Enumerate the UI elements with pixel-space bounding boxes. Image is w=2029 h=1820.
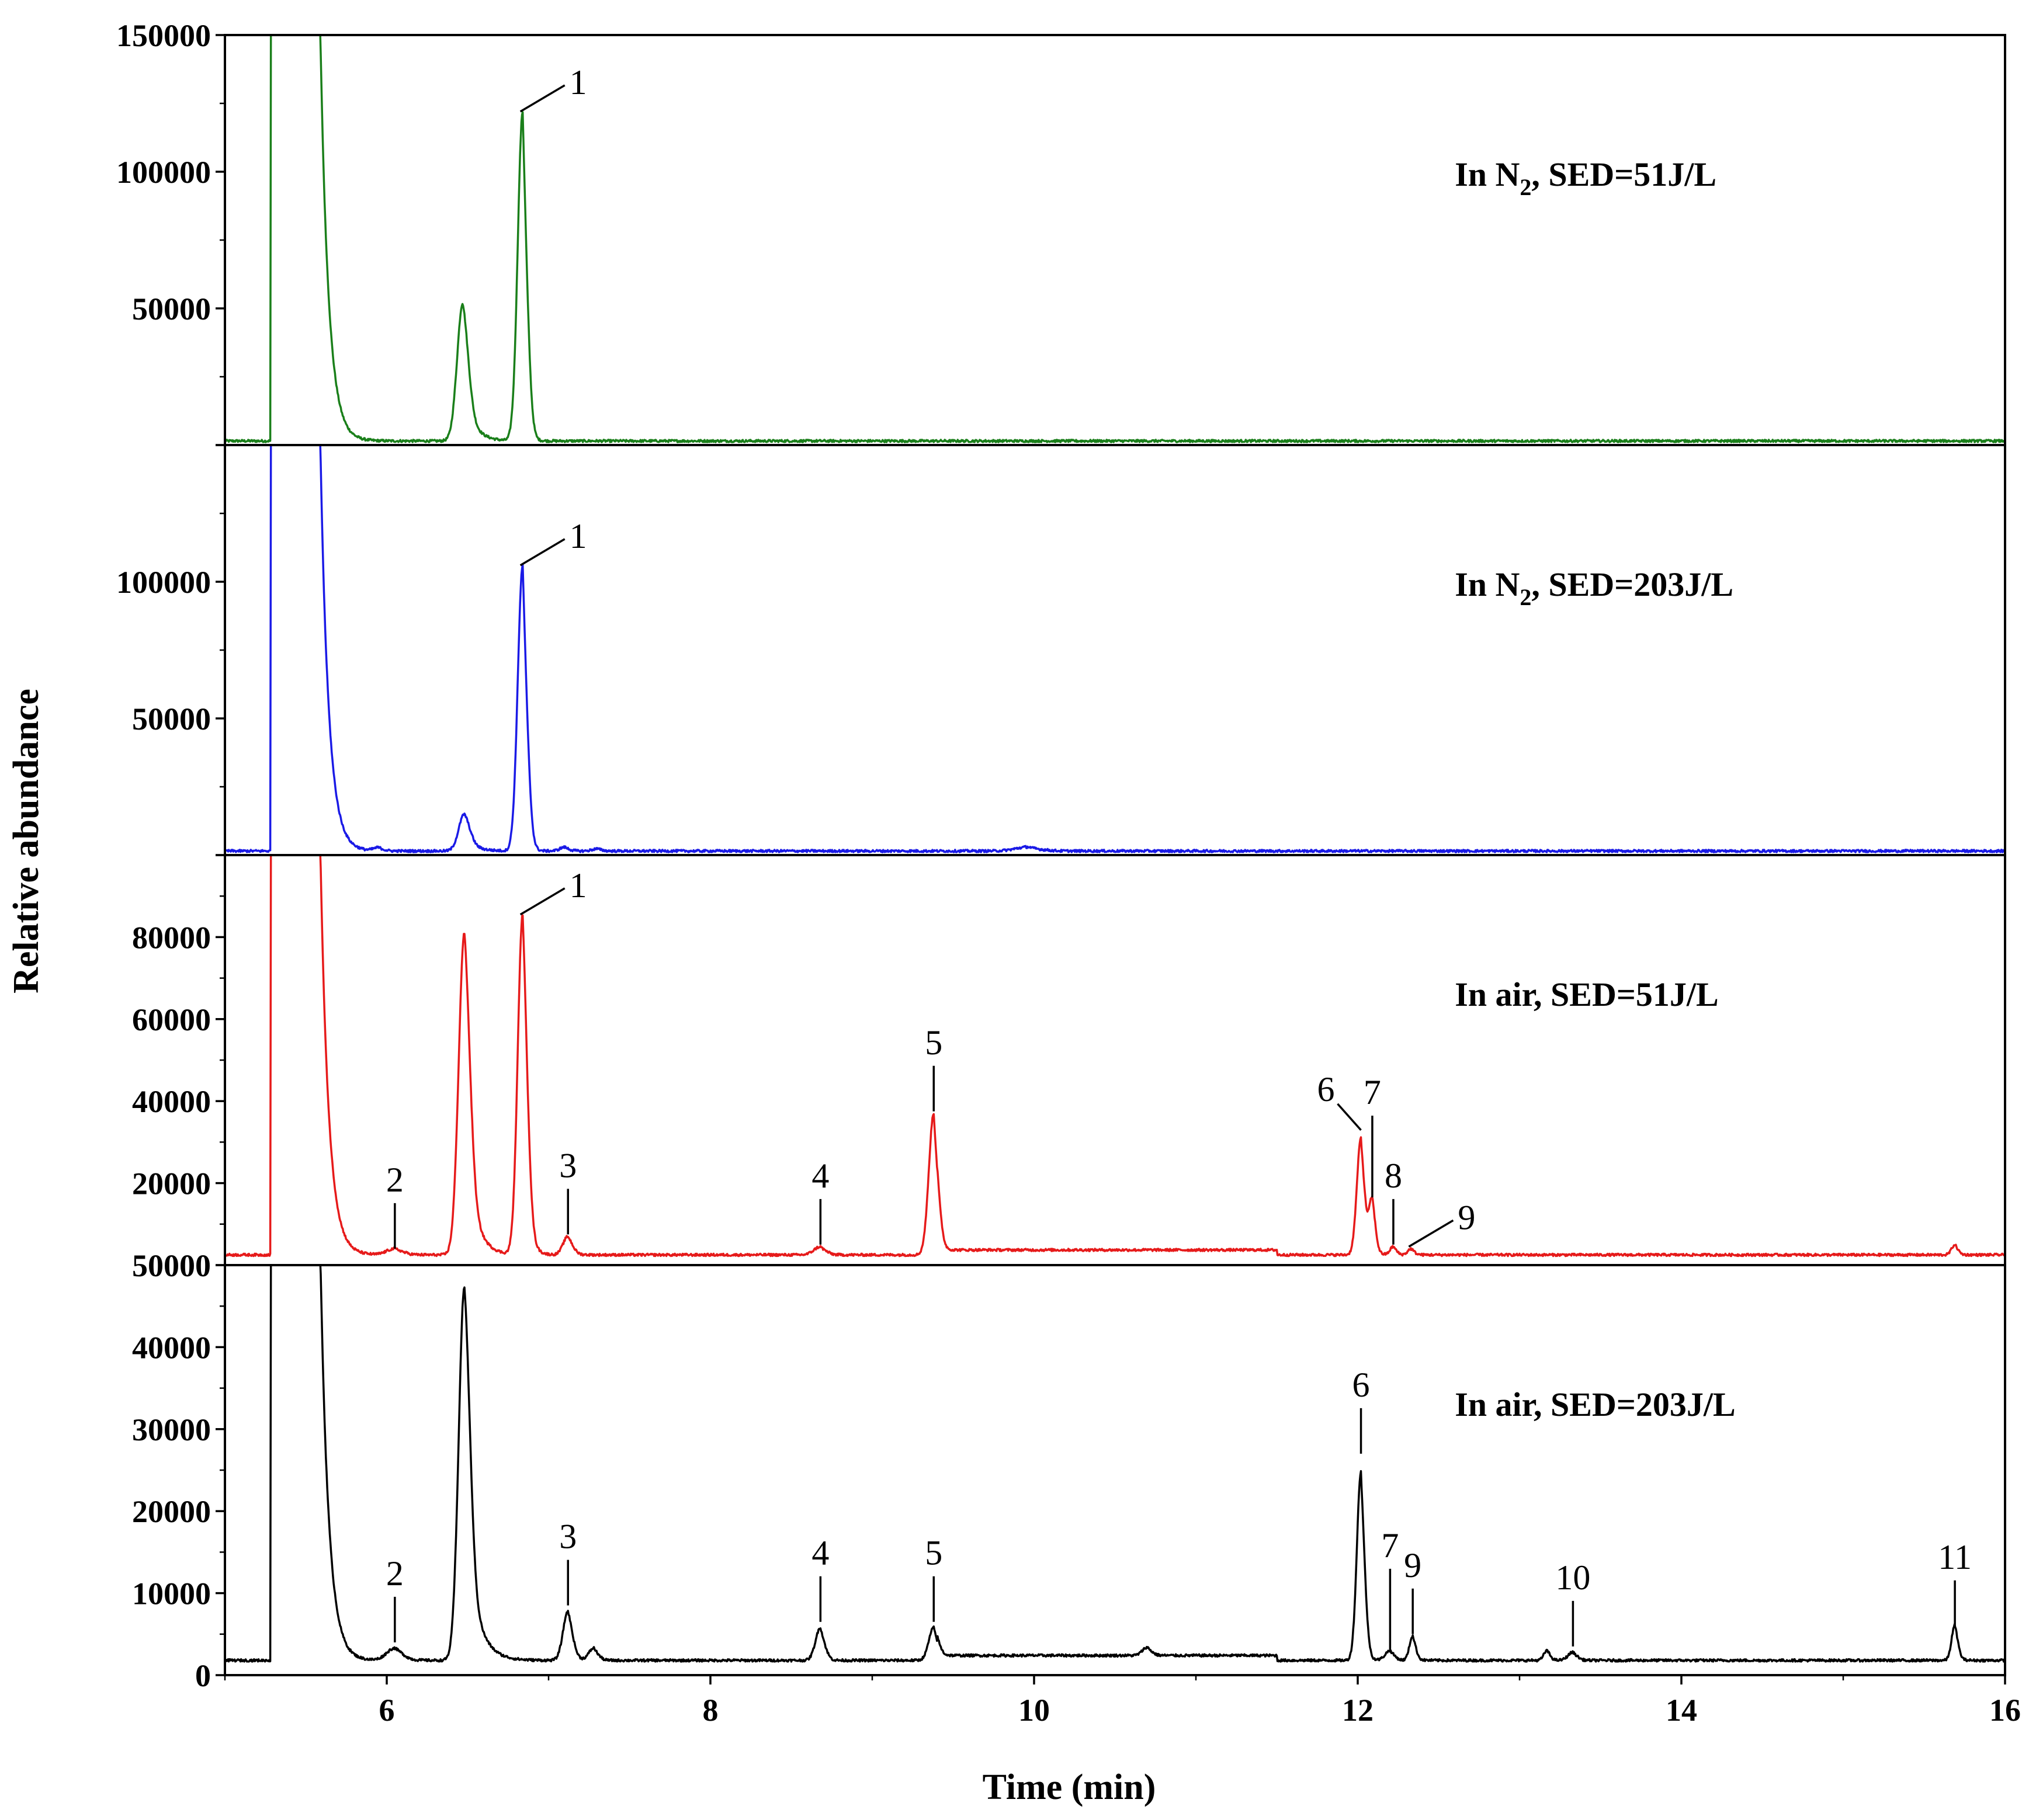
peak-leader	[1337, 1103, 1362, 1131]
peak-label: 4	[811, 1534, 829, 1572]
x-tick-label: 10	[1018, 1693, 1050, 1728]
y-tick-label: 50000	[132, 701, 211, 737]
y-tick-label: 20000	[132, 1166, 211, 1201]
peak-label: 2	[386, 1161, 404, 1199]
peak-label: 3	[559, 1146, 577, 1185]
peak-label: 4	[811, 1156, 829, 1195]
peak-label: 1	[570, 866, 587, 905]
panel-condition-label: In air, SED=203J/L	[1455, 1385, 1736, 1423]
peak-label: 6	[1352, 1366, 1370, 1404]
panel-frame	[224, 1264, 2006, 1676]
panel-frame	[224, 854, 2006, 1266]
y-tick-label: 10000	[132, 1576, 211, 1611]
y-tick-label: 30000	[132, 1412, 211, 1447]
panel-condition-label: In air, SED=51J/L	[1455, 975, 1719, 1013]
peak-label: 3	[559, 1517, 577, 1556]
peak-label: 1	[570, 517, 587, 555]
panel-n2-203: 50000 100000 In N2, SED=203J/L 1	[116, 444, 2006, 856]
y-tick-label: 0	[195, 1658, 211, 1693]
panel-air-51: 20000 40000 60000 80000 In air, SED=51J/L 1 2 3…	[132, 854, 2006, 1266]
peak-label: 6	[1317, 1070, 1335, 1109]
panel-frame	[224, 444, 2006, 856]
panel-condition-label: In N2, SED=51J/L	[1455, 155, 1716, 200]
peak-label: 5	[925, 1534, 942, 1572]
peak-label: 8	[1385, 1156, 1402, 1195]
trace-line	[225, 1265, 2005, 1663]
trace-line	[225, 855, 2005, 1258]
y-tick-label: 40000	[132, 1330, 211, 1365]
peak-label: 11	[1938, 1538, 1972, 1576]
y-tick-label: 50000	[132, 291, 211, 327]
trace-line	[225, 35, 2005, 443]
y-tick-label: 80000	[132, 920, 211, 955]
panel-n2-51: 50000 100000 150000 In N2, SED=51J/L 1	[116, 18, 2006, 446]
peak-label: 10	[1555, 1558, 1590, 1597]
peak-label: 5	[925, 1023, 942, 1062]
y-tick-label: 60000	[132, 1002, 211, 1037]
x-tick-label: 16	[1989, 1693, 2021, 1728]
y-tick-label: 100000	[116, 565, 211, 600]
peak-label: 9	[1404, 1546, 1421, 1585]
peak-leader	[519, 84, 566, 113]
trace-line	[225, 445, 2005, 853]
y-tick-label: 50000	[132, 1248, 211, 1283]
x-tick-label: 8	[703, 1693, 719, 1728]
peak-label: 7	[1381, 1526, 1399, 1565]
panel-air-203: 0 10000 20000 30000 40000 50000 6 8 10 12 14 16 In a…	[132, 1248, 2021, 1728]
peak-leader	[1408, 1219, 1454, 1248]
peak-label: 2	[386, 1554, 404, 1593]
x-tick-label: 6	[379, 1693, 395, 1728]
y-tick-label: 20000	[132, 1494, 211, 1529]
y-axis-title: Relative abundance	[6, 689, 46, 994]
panel-condition-label: In N2, SED=203J/L	[1455, 565, 1733, 610]
peak-label: 7	[1364, 1073, 1381, 1112]
peak-leader	[519, 887, 566, 916]
panel-frame	[224, 34, 2006, 446]
y-tick-label: 150000	[116, 18, 211, 53]
y-tick-label: 40000	[132, 1084, 211, 1119]
peak-label: 1	[570, 63, 587, 102]
peak-label: 9	[1458, 1198, 1475, 1237]
x-axis-title: Time (min)	[983, 1767, 1156, 1807]
y-tick-label: 100000	[116, 155, 211, 190]
x-tick-label: 14	[1666, 1693, 1697, 1728]
x-tick-label: 12	[1342, 1693, 1374, 1728]
peak-leader	[519, 538, 566, 567]
